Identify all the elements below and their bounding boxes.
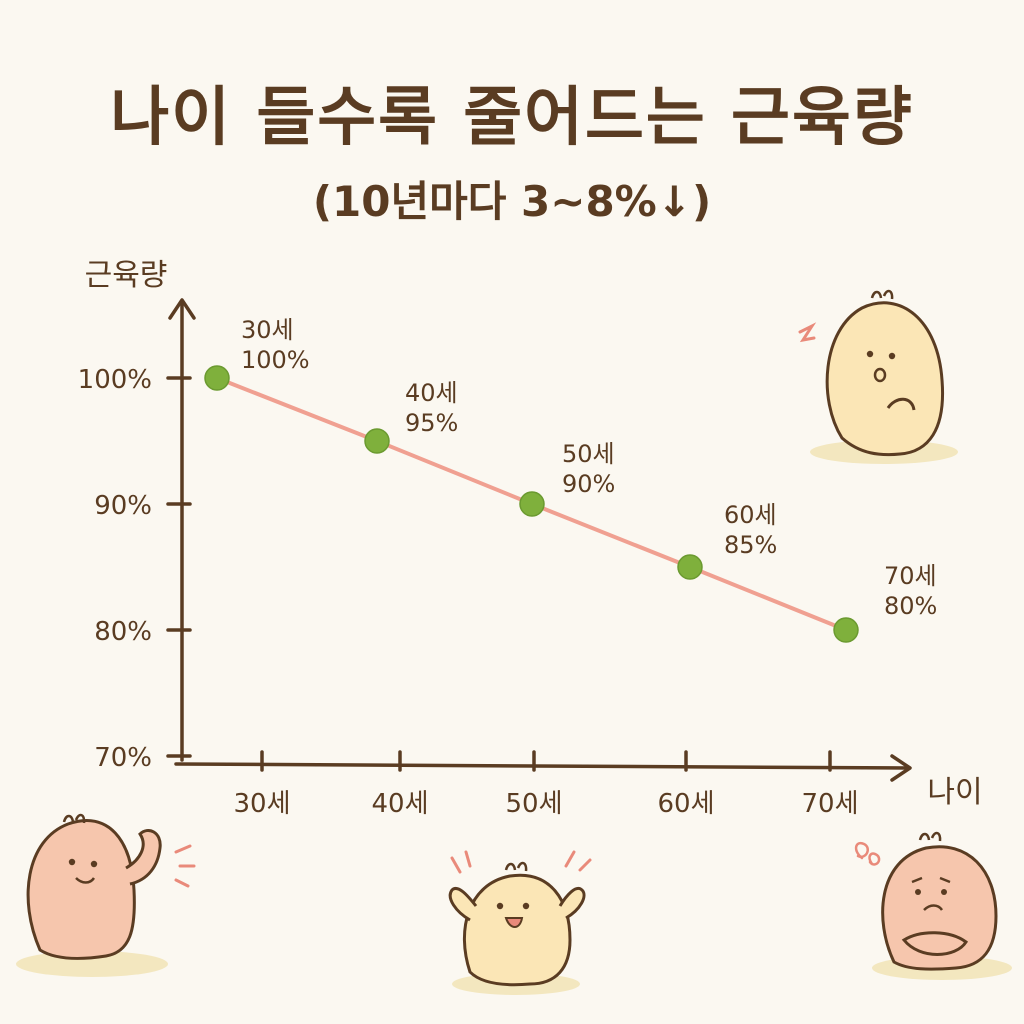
data-label-value: 90% — [562, 470, 615, 498]
data-label-age: 60세 — [724, 501, 777, 529]
x-tick-label: 60세 — [657, 789, 714, 819]
happy-character-bottom-center — [448, 850, 592, 995]
data-point — [204, 365, 230, 391]
data-point — [519, 491, 545, 517]
x-ticks: 30세 40세 50세 60세 70세 — [233, 750, 859, 819]
x-tick-label: 40세 — [371, 789, 428, 819]
data-label-age: 70세 — [884, 562, 937, 590]
data-label-value: 85% — [724, 531, 777, 559]
y-axis-label: 근육량 — [85, 258, 168, 293]
x-tick-label: 70세 — [801, 789, 858, 819]
data-label-value: 80% — [884, 592, 937, 620]
strong-character-bottom-left — [16, 813, 196, 977]
worried-character-top-right — [798, 289, 958, 464]
y-ticks: 100% 90% 80% 70% — [78, 365, 192, 773]
series-muscle — [204, 365, 859, 643]
x-tick-label: 50세 — [505, 789, 562, 819]
x-axis-line — [174, 762, 910, 770]
axes: 근육량 나이 — [85, 258, 983, 810]
data-label-value: 95% — [405, 409, 458, 437]
page-title: 나이 들수록 줄어드는 근육량 — [110, 81, 914, 155]
data-point — [677, 554, 703, 580]
y-axis-arrow — [168, 298, 196, 320]
tired-character-bottom-right — [854, 831, 1012, 980]
data-label-value: 100% — [241, 346, 310, 374]
y-tick-label: 100% — [78, 365, 152, 395]
data-label-age: 40세 — [405, 379, 458, 407]
data-point — [833, 617, 859, 643]
y-tick-label: 90% — [94, 491, 152, 521]
data-label-age: 50세 — [562, 440, 615, 468]
y-tick-label: 80% — [94, 617, 152, 647]
x-tick-label: 30세 — [233, 789, 290, 819]
page-subtitle: (10년마다 3~8%↓) — [312, 177, 712, 226]
data-label-age: 30세 — [241, 316, 294, 344]
y-tick-label: 70% — [94, 743, 152, 773]
x-axis-label: 나이 — [927, 775, 982, 810]
x-axis-arrow — [890, 754, 912, 782]
data-point — [364, 428, 390, 454]
